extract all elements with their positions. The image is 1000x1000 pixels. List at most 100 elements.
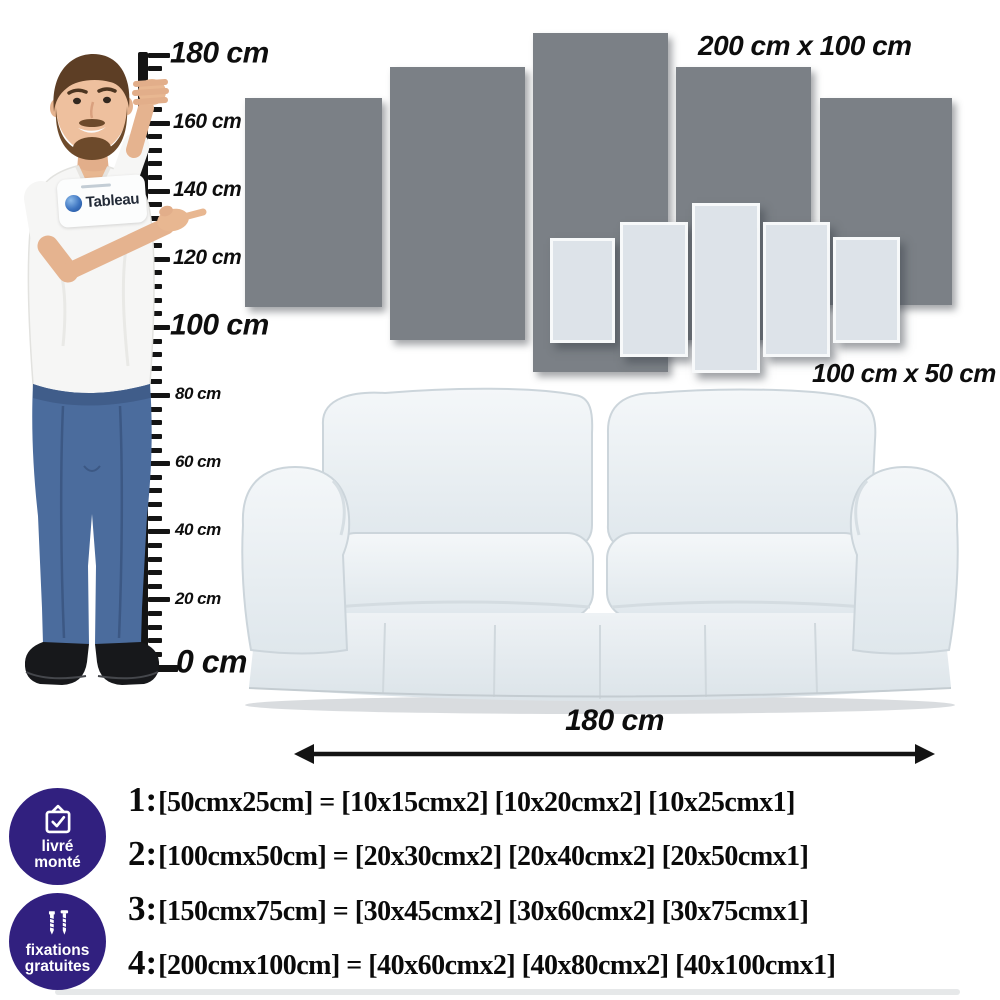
ruler-label-100: 100 cm <box>170 308 269 342</box>
ruler-tick <box>148 447 162 453</box>
ruler-tick <box>148 215 162 221</box>
canvas-panel-large-2 <box>390 67 525 340</box>
man-shoes <box>24 642 160 685</box>
sofa-width-label: 180 cm <box>565 704 664 737</box>
man-illustration <box>24 54 207 685</box>
ruler-tick <box>148 556 162 562</box>
size-option-text: [100cmx50cm] = [20x30cmx2] [20x40cmx2] [… <box>158 841 809 872</box>
ruler-tick <box>148 624 162 630</box>
ruler-tick <box>148 338 162 344</box>
ruler-tick <box>148 474 162 480</box>
sofa-seat-cushions <box>329 532 871 619</box>
ruler-label-40: 40 cm <box>175 520 221 539</box>
sofa-shadow <box>245 696 955 714</box>
ruler-tick <box>148 664 178 672</box>
ruler-tick <box>148 611 162 617</box>
badge-fixations-gratuites: fixations gratuites <box>9 893 106 990</box>
ruler-tick <box>148 406 162 412</box>
ruler-tick <box>148 502 162 508</box>
scan-artifact <box>55 989 960 995</box>
ruler-tick <box>148 52 170 58</box>
ruler-tick <box>148 488 162 494</box>
sofa-back-cushions <box>321 387 877 552</box>
ruler-tick <box>148 175 162 181</box>
size-option-number: 2: <box>128 834 158 873</box>
ruler-tick <box>148 324 170 330</box>
large-set-size-label: 200 cm x 100 cm <box>698 30 912 61</box>
size-option-row-2: 2:[100cmx50cm] = [20x30cmx2] [20x40cmx2]… <box>128 834 809 874</box>
ruler-tick <box>148 284 162 290</box>
ruler-tick <box>148 161 162 167</box>
logo-microtext <box>80 183 111 189</box>
ruler-tick <box>148 352 162 358</box>
ruler-tick <box>148 106 162 112</box>
ruler-tick <box>148 365 162 371</box>
ruler-tick <box>148 420 162 426</box>
shirt-logo: Tableau <box>56 173 148 229</box>
canvas-panel-small-2 <box>620 222 688 357</box>
bag-check-icon <box>45 804 70 833</box>
size-option-text: [200cmx100cm] = [40x60cmx2] [40x80cmx2] … <box>158 950 836 981</box>
sofa-skirt <box>248 613 952 701</box>
ruler-tick <box>148 270 162 276</box>
arrow-right-head <box>915 744 935 764</box>
ruler-label-60: 60 cm <box>175 452 221 471</box>
canvas-panel-small-4 <box>763 222 830 357</box>
canvas-panel-small-3 <box>692 203 760 373</box>
ruler-tick <box>148 243 162 249</box>
ruler-label-80: 80 cm <box>175 384 221 403</box>
badge-line: livré <box>41 837 74 855</box>
ruler-tick <box>148 256 170 262</box>
canvas-panel-small-1 <box>550 238 615 343</box>
size-option-number: 3: <box>128 889 158 928</box>
size-option-row-4: 4:[200cmx100cm] = [40x60cmx2] [40x80cmx2… <box>128 943 836 983</box>
canvas-panel-small-5 <box>833 237 900 343</box>
badge-line: gratuites <box>24 958 91 975</box>
small-set-size-label: 100 cm x 50 cm <box>812 358 996 388</box>
screws-icon <box>48 909 68 935</box>
ruler-tick <box>148 542 162 548</box>
width-arrow <box>294 744 935 764</box>
size-option-text: [50cmx25cm] = [10x15cmx2] [10x20cmx2] [1… <box>158 787 795 818</box>
ruler-label-20: 20 cm <box>175 589 221 608</box>
ruler-tick <box>148 202 162 208</box>
badge-line: fixations <box>25 941 90 959</box>
ruler-tick <box>148 66 162 72</box>
badge-line: monté <box>34 854 81 871</box>
ruler-label-140: 140 cm <box>173 177 242 201</box>
ruler-tick <box>148 433 162 439</box>
sofa-illustration <box>241 387 959 714</box>
ruler-tick <box>148 529 170 535</box>
ruler-tick <box>148 597 170 603</box>
ruler-tick <box>148 120 170 126</box>
ruler-tick <box>148 570 162 576</box>
ruler-tick <box>148 379 162 385</box>
ruler-tick <box>148 638 162 644</box>
ruler-label-160: 160 cm <box>173 109 242 133</box>
ruler-tick <box>148 147 162 153</box>
size-option-number: 4: <box>128 943 158 982</box>
canvas-panel-large-1 <box>245 98 382 307</box>
ruler-tick <box>148 515 162 521</box>
size-option-row-3: 3:[150cmx75cm] = [30x45cmx2] [30x60cmx2]… <box>128 889 809 929</box>
arrow-left-head <box>294 744 314 764</box>
logo-text: Tableau <box>85 189 140 211</box>
size-option-row-1: 1:[50cmx25cm] = [10x15cmx2] [10x20cmx2] … <box>128 780 795 820</box>
logo-globe-icon <box>64 193 83 213</box>
ruler-tick <box>148 297 162 303</box>
ruler-label-180: 180 cm <box>170 36 269 70</box>
badge-livre-monte: livré monté <box>9 788 106 885</box>
man-pointing-arm <box>24 181 207 283</box>
ruler-tick <box>148 134 162 140</box>
ruler-tick <box>148 461 170 467</box>
ruler-tick <box>148 188 170 194</box>
size-option-number: 1: <box>128 780 158 819</box>
man-head <box>50 54 133 160</box>
ruler-label-120: 120 cm <box>173 245 242 269</box>
man-jeans <box>32 384 152 644</box>
ruler-tick <box>148 393 170 399</box>
ruler-tick <box>148 311 162 317</box>
ruler-label-0: 0 cm <box>176 643 247 680</box>
ruler-tick <box>148 583 162 589</box>
